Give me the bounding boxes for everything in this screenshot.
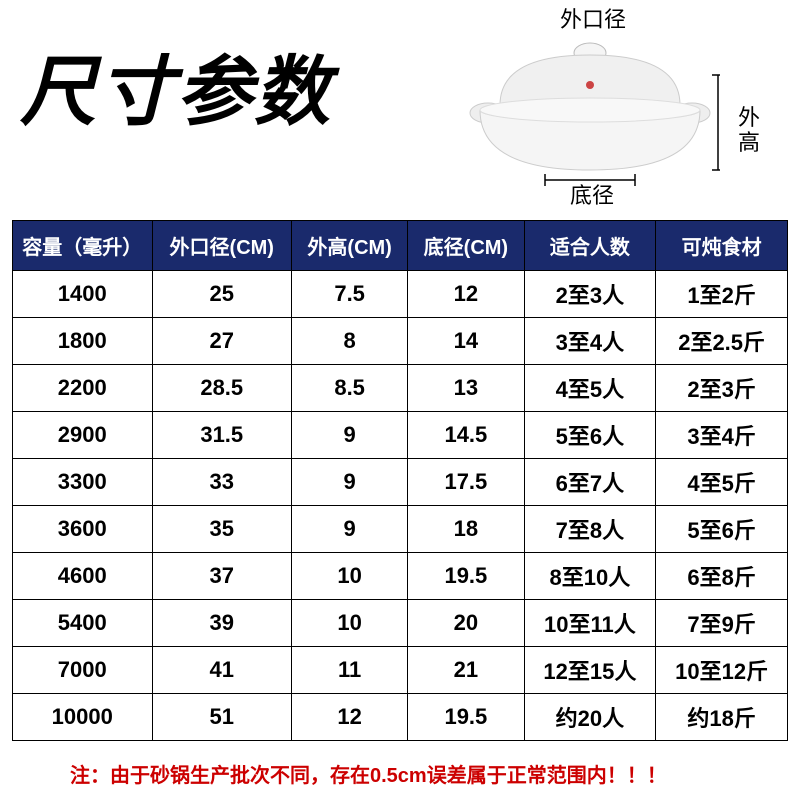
- table-cell: 10至11人: [524, 600, 656, 647]
- table-cell: 27: [152, 318, 292, 365]
- table-cell: 3600: [13, 506, 153, 553]
- th-food: 可炖食材: [656, 221, 788, 271]
- pot-illustration-svg: [460, 35, 720, 195]
- table-cell: 25: [152, 271, 292, 318]
- table-row: 540039102010至11人7至9斤: [13, 600, 788, 647]
- table-cell: 51: [152, 694, 292, 741]
- table-cell: 约18斤: [656, 694, 788, 741]
- table-cell: 6至8斤: [656, 553, 788, 600]
- table-cell: 1800: [13, 318, 153, 365]
- table-cell: 4至5人: [524, 365, 656, 412]
- table-cell: 21: [408, 647, 524, 694]
- table-header-row: 容量（毫升） 外口径(CM) 外高(CM) 底径(CM) 适合人数 可炖食材: [13, 221, 788, 271]
- table-cell: 4至5斤: [656, 459, 788, 506]
- table-row: 3600359187至8人5至6斤: [13, 506, 788, 553]
- table-cell: 5至6人: [524, 412, 656, 459]
- footnote-text: 注：由于砂锅生产批次不同，存在0.5cm误差属于正常范围内！！！: [0, 741, 800, 788]
- table-cell: 2至3人: [524, 271, 656, 318]
- table-row: 1800278143至4人2至2.5斤: [13, 318, 788, 365]
- table-cell: 9: [292, 506, 408, 553]
- table-row: 330033917.56至7人4至5斤: [13, 459, 788, 506]
- table-cell: 1至2斤: [656, 271, 788, 318]
- table-cell: 19.5: [408, 694, 524, 741]
- table-body: 1400257.5122至3人1至2斤1800278143至4人2至2.5斤22…: [13, 271, 788, 741]
- table-row: 1400257.5122至3人1至2斤: [13, 271, 788, 318]
- table-cell: 7至9斤: [656, 600, 788, 647]
- page-title: 尺寸参数: [20, 10, 332, 140]
- table-cell: 8.5: [292, 365, 408, 412]
- table-cell: 5400: [13, 600, 153, 647]
- table-cell: 12: [408, 271, 524, 318]
- table-cell: 31.5: [152, 412, 292, 459]
- table-cell: 41: [152, 647, 292, 694]
- table-cell: 8: [292, 318, 408, 365]
- table-cell: 6至7人: [524, 459, 656, 506]
- table-cell: 7000: [13, 647, 153, 694]
- table-cell: 20: [408, 600, 524, 647]
- table-cell: 4600: [13, 553, 153, 600]
- dim-label-top: 外口径: [560, 2, 626, 34]
- th-base-dia: 底径(CM): [408, 221, 524, 271]
- table-cell: 10至12斤: [656, 647, 788, 694]
- table-cell: 8至10人: [524, 553, 656, 600]
- table-cell: 3300: [13, 459, 153, 506]
- th-outer-height: 外高(CM): [292, 221, 408, 271]
- table-cell: 5至6斤: [656, 506, 788, 553]
- table-row: 290031.5914.55至6人3至4斤: [13, 412, 788, 459]
- dim-label-bottom: 底径: [570, 178, 614, 210]
- table-cell: 13: [408, 365, 524, 412]
- th-outer-dia: 外口径(CM): [152, 221, 292, 271]
- dim-label-right-2: 高: [738, 125, 760, 157]
- table-cell: 14: [408, 318, 524, 365]
- table-cell: 28.5: [152, 365, 292, 412]
- table-cell: 11: [292, 647, 408, 694]
- th-capacity: 容量（毫升）: [13, 221, 153, 271]
- table-cell: 19.5: [408, 553, 524, 600]
- table-cell: 2至2.5斤: [656, 318, 788, 365]
- table-row: 220028.58.5134至5人2至3斤: [13, 365, 788, 412]
- table-row: 10000511219.5约20人约18斤: [13, 694, 788, 741]
- table-cell: 9: [292, 412, 408, 459]
- table-cell: 12至15人: [524, 647, 656, 694]
- table-cell: 10: [292, 600, 408, 647]
- table-cell: 17.5: [408, 459, 524, 506]
- size-table-wrap: 容量（毫升） 外口径(CM) 外高(CM) 底径(CM) 适合人数 可炖食材 1…: [0, 220, 800, 741]
- table-cell: 37: [152, 553, 292, 600]
- table-cell: 7至8人: [524, 506, 656, 553]
- table-cell: 12: [292, 694, 408, 741]
- table-cell: 10000: [13, 694, 153, 741]
- table-cell: 1400: [13, 271, 153, 318]
- table-row: 700041112112至15人10至12斤: [13, 647, 788, 694]
- table-cell: 3至4斤: [656, 412, 788, 459]
- table-cell: 35: [152, 506, 292, 553]
- table-cell: 3至4人: [524, 318, 656, 365]
- table-cell: 14.5: [408, 412, 524, 459]
- pot-diagram: 外口径 外 高 底径: [420, 0, 760, 210]
- table-cell: 2900: [13, 412, 153, 459]
- th-people: 适合人数: [524, 221, 656, 271]
- table-row: 4600371019.58至10人6至8斤: [13, 553, 788, 600]
- table-cell: 2200: [13, 365, 153, 412]
- table-cell: 7.5: [292, 271, 408, 318]
- table-cell: 约20人: [524, 694, 656, 741]
- size-table: 容量（毫升） 外口径(CM) 外高(CM) 底径(CM) 适合人数 可炖食材 1…: [12, 220, 788, 741]
- table-cell: 33: [152, 459, 292, 506]
- table-cell: 2至3斤: [656, 365, 788, 412]
- table-cell: 9: [292, 459, 408, 506]
- table-cell: 10: [292, 553, 408, 600]
- header-area: 尺寸参数 外口径 外: [0, 0, 800, 220]
- table-cell: 39: [152, 600, 292, 647]
- table-cell: 18: [408, 506, 524, 553]
